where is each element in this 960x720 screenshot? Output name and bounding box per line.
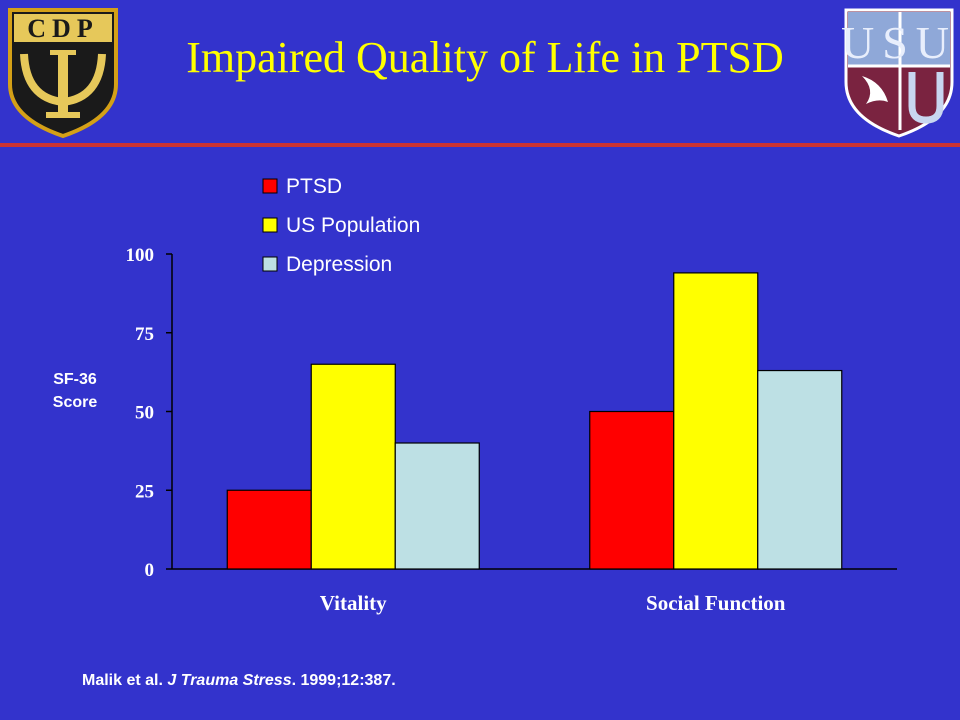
y-axis-label-line-2: Score xyxy=(52,394,98,411)
bar-depression-vitality xyxy=(394,442,480,570)
citation: Malik et al. J Trauma Stress. 1999;12:38… xyxy=(82,672,396,690)
legend-swatch xyxy=(262,217,278,233)
legend-label: PTSD xyxy=(286,175,342,198)
x-tick-label: Social Function xyxy=(646,591,786,615)
cdp-logo-text: CDP xyxy=(27,14,98,43)
bar-us-population-vitality xyxy=(310,363,396,570)
citation-journal: J Trauma Stress xyxy=(167,672,292,689)
y-tick-label: 50 xyxy=(135,403,154,424)
chart-legend: PTSD US Population Depression xyxy=(262,175,420,276)
y-tick-label: 75 xyxy=(135,324,154,345)
y-tick-label: 100 xyxy=(126,245,155,266)
bar-ptsd-social-function xyxy=(589,410,675,570)
bar-ptsd-vitality xyxy=(226,489,312,570)
bar-us-population-social-function xyxy=(673,272,759,570)
citation-authors: Malik et al. xyxy=(82,672,168,689)
y-tick-label: 0 xyxy=(145,560,155,581)
bar-depression-social-function xyxy=(757,369,843,570)
usu-logo: USU xyxy=(842,8,956,138)
y-tick-label: 25 xyxy=(135,481,154,502)
citation-details: . 1999;12:387. xyxy=(291,672,396,689)
chart-bars xyxy=(226,272,843,570)
legend-swatch xyxy=(262,178,278,194)
x-tick-label: Vitality xyxy=(320,591,387,615)
title-divider xyxy=(0,143,960,147)
legend-label: Depression xyxy=(286,253,392,276)
y-axis-label-line-1: SF-36 xyxy=(53,371,97,388)
slide-title: Impaired Quality of Life in PTSD xyxy=(186,33,784,82)
y-axis-label: SF-36 Score xyxy=(40,368,110,414)
usu-logo-text: USU xyxy=(842,17,956,68)
legend-label: US Population xyxy=(286,214,420,237)
legend-swatch xyxy=(262,256,278,272)
cdp-logo: CDP xyxy=(8,8,118,139)
